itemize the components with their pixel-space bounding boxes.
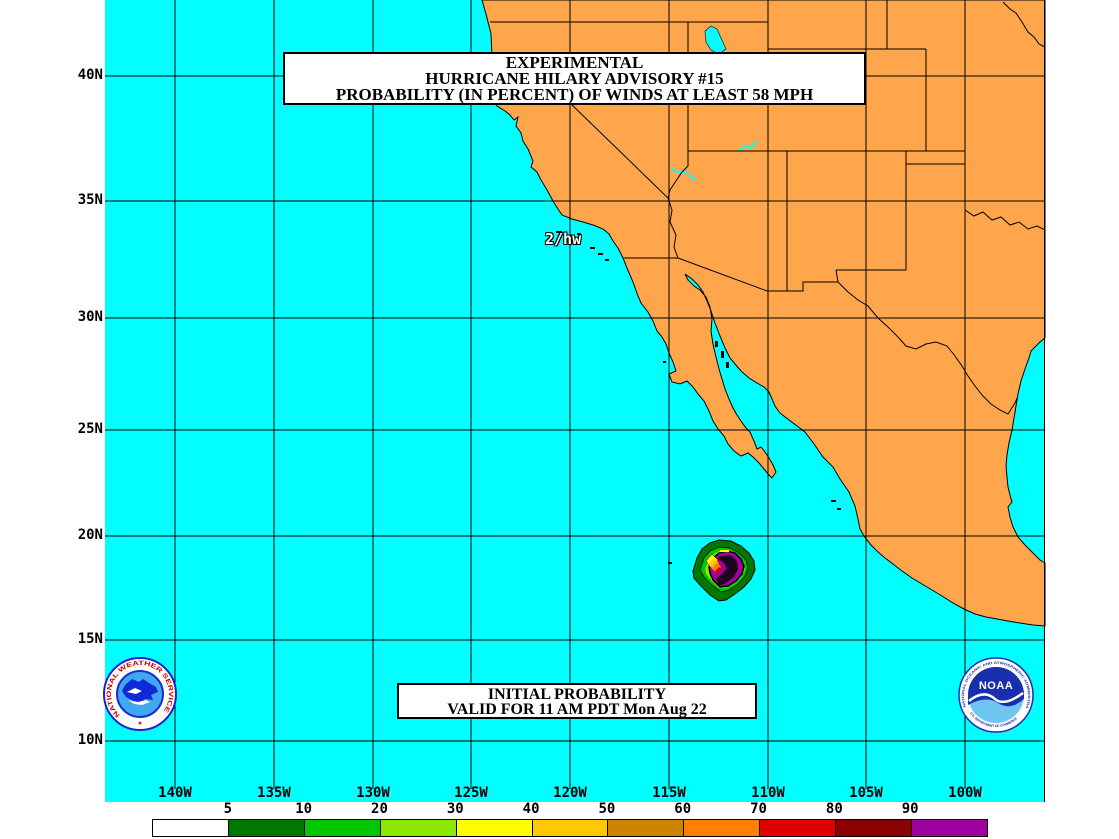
border-tx-nm-32n — [835, 269, 906, 283]
valid-line-initial: INITIAL PROBABILITY — [487, 686, 667, 703]
nws-logo: NATIONAL WEATHER SERVICE ★ — [103, 657, 177, 731]
contour-core — [716, 555, 738, 586]
lat-tick-label-15N: 15N — [77, 631, 103, 647]
colorbar-boundary-label-10: 10 — [295, 801, 313, 817]
colorbar-segment-6 — [608, 820, 685, 836]
noaa-wordmark: NOAA — [979, 680, 1013, 692]
border-az-nm-bootheel — [786, 151, 838, 292]
missouri-river — [1002, 1, 1046, 48]
lon-tick-label-140W: 140W — [158, 785, 192, 801]
great-salt-lake — [704, 25, 727, 55]
title-box: EXPERIMENTAL HURRICANE HILARY ADVISORY #… — [283, 52, 866, 105]
colorbar-segment-4 — [456, 820, 533, 836]
rio-grande-river — [837, 281, 1018, 415]
title-line-advisory: HURRICANE HILARY ADVISORY #15 — [425, 69, 724, 88]
lon-tick-label-110W: 110W — [751, 785, 785, 801]
colorbar-segment-2 — [304, 820, 381, 836]
lat-tick-label-20N: 20N — [77, 527, 103, 543]
contour-detail — [720, 550, 729, 552]
colorbar-segment-8 — [760, 820, 837, 836]
colorbar-segment-10 — [912, 820, 987, 836]
colorbar-segment-9 — [836, 820, 913, 836]
colorbar-boundary-label-30: 30 — [446, 801, 464, 817]
forecaster-annotation: 2/hw — [545, 230, 582, 248]
valid-line-time: VALID FOR 11 AM PDT Mon Aug 22 — [447, 701, 707, 718]
colorbar-boundary-label-20: 20 — [371, 801, 388, 817]
lat-tick-label-10N: 10N — [77, 732, 103, 748]
colorbar-segment-5 — [532, 820, 609, 836]
lon-tick-label-100W: 100W — [948, 785, 982, 801]
lat-tick-label-30N: 30N — [77, 309, 103, 325]
title-line-probability: PROBABILITY (IN PERCENT) OF WINDS AT LEA… — [335, 85, 814, 104]
border-ca-nv — [569, 22, 679, 259]
colorbar-boundary-label-50: 50 — [598, 801, 616, 817]
lon-tick-label-120W: 120W — [553, 785, 587, 801]
islands — [556, 231, 841, 564]
lat-tick-label-40N: 40N — [77, 67, 103, 83]
wind-probability-contours — [692, 539, 756, 602]
border-nv-ut-az — [667, 22, 689, 199]
colorbar-boundary-label-90: 90 — [901, 801, 919, 817]
noaa-seagull-icon — [968, 691, 1024, 704]
colorbar-boundary-label-5: 5 — [223, 801, 233, 817]
probability-colorbar — [152, 819, 988, 837]
colorbar-boundary-label-60: 60 — [674, 801, 692, 817]
colorbar-boundary-label-40: 40 — [522, 801, 540, 817]
colorbar-segment-7 — [684, 820, 761, 836]
lon-tick-label-115W: 115W — [652, 785, 686, 801]
valid-time-box: INITIAL PROBABILITY VALID FOR 11 AM PDT … — [397, 683, 757, 719]
lat-tick-label-35N: 35N — [77, 192, 103, 208]
red-river — [964, 209, 1046, 231]
lon-tick-label-105W: 105W — [849, 785, 883, 801]
noaa-logo: NOAA NATIONAL OCEANIC AND ATMOSPHERIC AD… — [958, 657, 1034, 733]
nws-star-icon: ★ — [138, 718, 143, 727]
title-line-experimental: EXPERIMENTAL — [505, 53, 644, 72]
lat-tick-label-25N: 25N — [77, 421, 103, 437]
contour-40pct — [709, 558, 719, 570]
sevier-lake — [738, 140, 758, 152]
colorbar-segment-3 — [380, 820, 457, 836]
colorbar-segment-0 — [153, 820, 229, 836]
lake-mead — [671, 167, 697, 181]
lon-tick-label-135W: 135W — [257, 785, 291, 801]
colorbar-boundary-label-80: 80 — [825, 801, 843, 817]
contour-70pct — [715, 567, 722, 574]
lon-tick-label-125W: 125W — [454, 785, 488, 801]
colorbar-boundary-label-70: 70 — [750, 801, 767, 817]
lon-tick-label-130W: 130W — [356, 785, 390, 801]
colorbar-segment-1 — [228, 820, 305, 836]
contour-60pct — [712, 562, 721, 572]
